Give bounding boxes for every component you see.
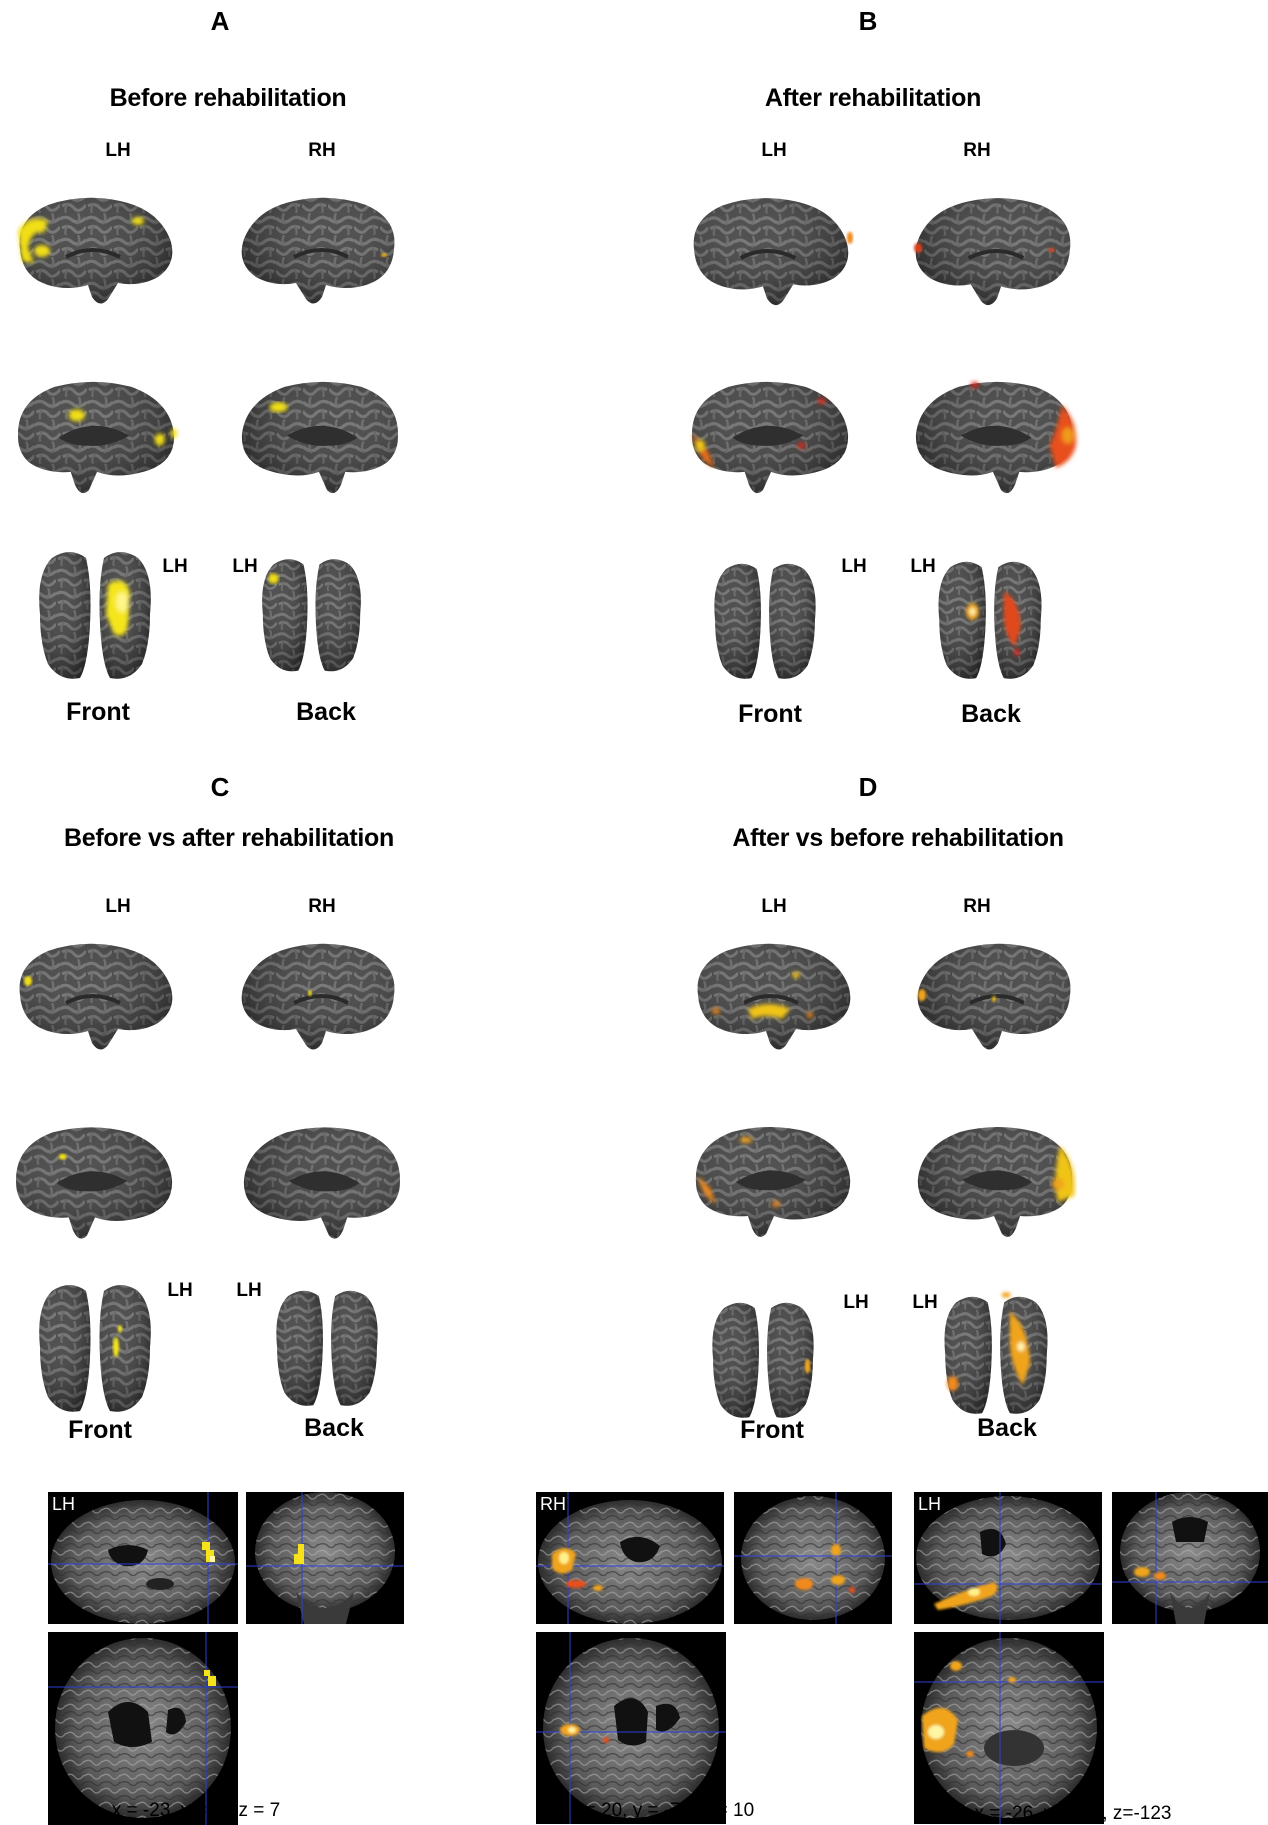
panel-c-back-label: Back <box>304 1414 364 1442</box>
panel-a-lh-lateral-brain <box>8 176 178 326</box>
panel-a-back-view-brain <box>254 540 369 688</box>
panel-b-lh-lateral-brain <box>682 178 853 326</box>
panel-b-lh-medial-brain <box>682 368 854 503</box>
mri-set2-hemisphere-label: RH <box>540 1494 566 1514</box>
panel-b-lh-label: LH <box>761 140 787 161</box>
mri-axial-slice-set2 <box>536 1632 726 1824</box>
panel-letter-c: C <box>210 772 230 802</box>
panel-d-back-lh-label: LH <box>912 1292 938 1313</box>
panel-d-rh-label: RH <box>963 896 991 917</box>
mri-coronal-slice-set3 <box>1112 1492 1268 1624</box>
panel-a-front-lh-label: LH <box>162 556 188 577</box>
panel-a-title: Before rehabilitation <box>109 84 347 112</box>
panel-c-back-lh-label: LH <box>236 1280 262 1301</box>
mri-sagittal-slice-set1: LH <box>48 1492 238 1624</box>
panel-d-title: After vs before rehabilitation <box>732 824 1064 852</box>
mri-set1-hemisphere-label: LH <box>52 1494 76 1514</box>
panel-b-rh-lateral-brain <box>910 178 1082 326</box>
panel-b-rh-label: RH <box>963 140 991 161</box>
panel-c-lh-label: LH <box>105 896 131 917</box>
mri-axial-slice-set3 <box>914 1632 1104 1824</box>
panel-letter-d: D <box>858 772 878 802</box>
mri-set3-hemisphere-label: LH <box>918 1494 942 1514</box>
mri-sagittal-slice-set3: LH <box>914 1492 1102 1624</box>
panel-c-title: Before vs after rehabilitation <box>64 824 394 852</box>
mri-coronal-slice-set2 <box>734 1492 892 1624</box>
panel-d-lh-label: LH <box>761 896 787 917</box>
panel-d-rh-lateral-brain <box>912 932 1082 1062</box>
panel-b-rh-medial-brain <box>910 381 1077 503</box>
panel-b-title: After rehabilitation <box>764 84 982 112</box>
panel-a-rh-lateral-brain <box>236 176 406 326</box>
panel-c-rh-label: RH <box>308 896 336 917</box>
panel-c-front-label: Front <box>68 1416 132 1444</box>
panel-d-lh-medial-brain <box>686 1114 856 1246</box>
panel-c-lh-medial-brain <box>6 1116 178 1246</box>
panel-b-front-lh-label: LH <box>841 556 867 577</box>
panel-letter-a: A <box>210 6 230 36</box>
mri-coronal-slice-set1 <box>246 1492 404 1624</box>
panel-d-back-view-brain <box>936 1292 1056 1424</box>
mri-axial-slice-set1 <box>48 1632 238 1825</box>
panel-d-lh-lateral-brain <box>686 932 856 1062</box>
panel-c-rh-lateral-brain <box>236 934 406 1060</box>
panel-a-front-view-brain <box>30 540 160 688</box>
panel-b-front-view-brain <box>706 550 824 690</box>
panel-d-front-view-brain <box>704 1290 822 1428</box>
panel-a-back-lh-label: LH <box>232 556 258 577</box>
panel-d-rh-medial-brain <box>912 1114 1075 1246</box>
panel-letter-b: B <box>858 6 878 36</box>
panel-a-lh-medial-brain <box>8 368 177 503</box>
panel-c-back-view-brain <box>268 1274 386 1420</box>
panel-a-rh-label: RH <box>308 140 336 161</box>
mri-set1-coordinates: x = -23, y =47, z = 7 <box>111 1800 281 1821</box>
mri-set2-coordinates: x = 20, y = -77, z = 10 <box>569 1800 755 1821</box>
panel-b-back-lh-label: LH <box>910 556 936 577</box>
panel-c-front-lh-label: LH <box>167 1280 193 1301</box>
panel-a-back-label: Back <box>296 698 356 726</box>
panel-c-rh-medial-brain <box>238 1116 410 1246</box>
panel-a-rh-medial-brain <box>236 368 408 503</box>
panel-b-back-view-brain <box>930 548 1050 690</box>
panel-d-front-lh-label: LH <box>843 1292 869 1313</box>
mri-set3-coordinates: x = -26, y = -24, z=-123 <box>974 1803 1172 1824</box>
panel-d-back-label: Back <box>977 1414 1037 1442</box>
panel-b-front-label: Front <box>738 700 802 728</box>
panel-c-front-view-brain <box>30 1274 160 1420</box>
mri-sagittal-slice-set2: RH <box>536 1492 724 1624</box>
panel-c-lh-lateral-brain <box>8 934 178 1060</box>
panel-b-back-label: Back <box>961 700 1021 728</box>
panel-a-lh-label: LH <box>105 140 131 161</box>
panel-d-front-label: Front <box>740 1416 804 1444</box>
panel-a-front-label: Front <box>66 698 130 726</box>
